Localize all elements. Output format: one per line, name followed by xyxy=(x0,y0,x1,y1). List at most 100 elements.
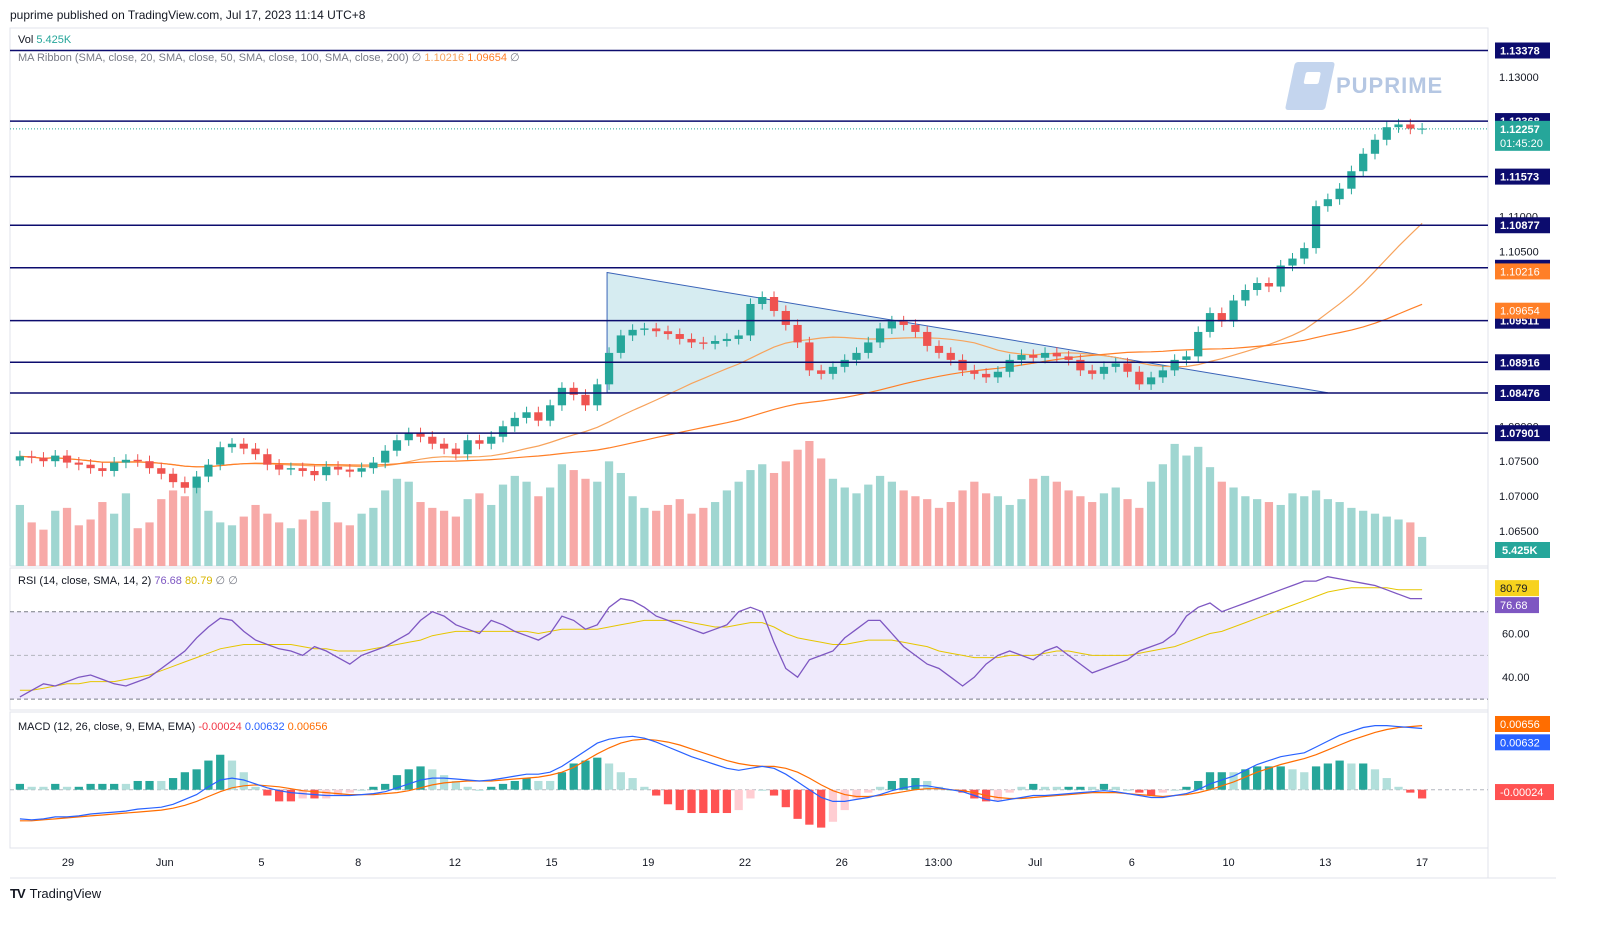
volume-bar xyxy=(1123,499,1132,566)
volume-bar xyxy=(946,502,955,566)
volume-bar xyxy=(1335,502,1344,566)
price-tick-label: 1.13000 xyxy=(1499,72,1539,84)
macd-histogram-bar xyxy=(875,786,885,790)
volume-bar xyxy=(687,513,696,566)
volume-bar xyxy=(463,499,472,566)
tradingview-footer[interactable]: TV TradingView xyxy=(10,886,101,901)
macd-histogram-bar xyxy=(1417,789,1427,799)
macd-histogram-bar xyxy=(1406,789,1415,793)
ma-slow-line xyxy=(19,303,1423,468)
candle-body xyxy=(734,335,743,339)
puprime-watermark: PUPRIME xyxy=(1284,62,1443,110)
macd-histogram-bar xyxy=(98,783,107,790)
volume-bar xyxy=(805,441,814,566)
volume-bar xyxy=(133,528,142,566)
ma-badge-label: 1.10216 xyxy=(1500,266,1540,278)
candle-body xyxy=(1099,366,1109,374)
macd-histogram-bar xyxy=(581,760,590,790)
macd-histogram-bar xyxy=(1276,766,1285,790)
rsi-badge-label: 76.68 xyxy=(1500,600,1528,612)
volume-bar xyxy=(286,528,296,566)
ma-ribbon-legend[interactable]: MA Ribbon (SMA, close, 20, SMA, close, 5… xyxy=(18,51,520,64)
rsi-ma-legend-value: 80.79 xyxy=(184,575,213,587)
level-badge xyxy=(1495,42,1550,59)
rsi-tick-label: 40.00 xyxy=(1502,672,1530,684)
macd-histogram-bar xyxy=(204,760,213,790)
macd-histogram-bar xyxy=(1382,778,1391,790)
volume-bar xyxy=(1394,519,1403,566)
macd-legend-label: MACD (12, 26, close, 9, EMA, EMA) xyxy=(18,721,196,733)
price-tick-label: 1.06500 xyxy=(1499,526,1539,538)
time-tick-label: 15 xyxy=(545,857,557,869)
volume-bar xyxy=(1300,496,1309,566)
volume-bar xyxy=(15,504,25,566)
candle-body xyxy=(852,352,861,360)
macd-hist-legend-value: -0.00024 xyxy=(198,721,242,733)
volume-bar xyxy=(1253,499,1262,566)
level-badge xyxy=(1495,217,1550,234)
macd-signal-line xyxy=(19,725,1423,822)
rsi-ma-badge-label: 80.79 xyxy=(1500,583,1528,595)
candle-body xyxy=(710,341,720,344)
volume-bar xyxy=(1241,496,1250,566)
macd-histogram-bar xyxy=(451,780,460,790)
candle-body xyxy=(263,454,272,465)
candle-body xyxy=(357,468,366,472)
candle-body xyxy=(1241,290,1250,301)
candle-body xyxy=(640,328,649,330)
rsi-tick-label: 60.00 xyxy=(1502,629,1530,641)
volume-bar xyxy=(310,510,319,566)
time-tick-label: 8 xyxy=(355,857,361,869)
macd-histogram-bar xyxy=(1017,786,1026,790)
rsi-legend-value: 76.68 xyxy=(154,575,182,587)
rsi-legend[interactable]: RSI (14, close, SMA, 14, 2) 76.68 80.79 … xyxy=(18,574,238,587)
macd-histogram-bar xyxy=(817,789,826,828)
macd-histogram-bar xyxy=(569,763,578,790)
price-tick-label: 1.10500 xyxy=(1499,247,1539,259)
macd-histogram-bar xyxy=(710,789,720,814)
candle-body xyxy=(1017,354,1026,360)
volume-bar xyxy=(581,478,590,566)
macd-histogram-bar xyxy=(475,789,484,791)
macd-histogram-bar xyxy=(1323,763,1332,790)
macd-histogram-bar xyxy=(1111,786,1120,790)
macd-histogram-bar xyxy=(239,772,248,790)
volume-legend[interactable]: Vol 5.425K xyxy=(18,34,71,46)
volume-bar xyxy=(192,478,201,566)
volume-bar xyxy=(923,499,932,566)
macd-hist-badge xyxy=(1495,784,1554,801)
price-tick-label: 1.07500 xyxy=(1499,456,1539,468)
volume-bar xyxy=(121,493,131,566)
candle-body xyxy=(581,394,590,406)
volume-legend-label: Vol xyxy=(18,34,34,46)
price-tick-label: 1.07000 xyxy=(1499,491,1539,503)
macd-legend[interactable]: MACD (12, 26, close, 9, EMA, EMA) -0.000… xyxy=(18,721,327,733)
macd-histogram-bar xyxy=(1300,772,1309,790)
volume-bar xyxy=(840,487,849,566)
macd-histogram-bar xyxy=(110,783,119,790)
level-badge-label: 1.08916 xyxy=(1500,357,1540,369)
volume-bar xyxy=(1264,502,1274,566)
chart-svg[interactable]: 1.130001.110001.105001.080001.075001.070… xyxy=(0,0,1600,880)
macd-histogram-bar xyxy=(899,778,908,790)
candle-body xyxy=(522,412,531,418)
volume-bar xyxy=(298,519,307,566)
volume-bar xyxy=(74,525,83,566)
candle-body xyxy=(1040,352,1050,358)
candle-body xyxy=(239,443,248,449)
candle-body xyxy=(934,345,944,353)
current-price-badge xyxy=(1495,120,1550,151)
candle-body xyxy=(145,461,154,469)
volume-bar xyxy=(1417,536,1427,566)
macd-histogram-bar xyxy=(121,783,131,790)
countdown-label: 01:45:20 xyxy=(1500,138,1543,150)
candle-body xyxy=(74,462,83,465)
volume-bar xyxy=(275,522,284,566)
volume-bar xyxy=(1382,516,1391,566)
candle-body xyxy=(510,417,519,427)
candle-body xyxy=(227,443,237,448)
volume-bar xyxy=(1146,481,1156,566)
macd-histogram-bar xyxy=(781,789,790,808)
volume-bar xyxy=(451,516,460,566)
volume-bar xyxy=(616,472,625,566)
